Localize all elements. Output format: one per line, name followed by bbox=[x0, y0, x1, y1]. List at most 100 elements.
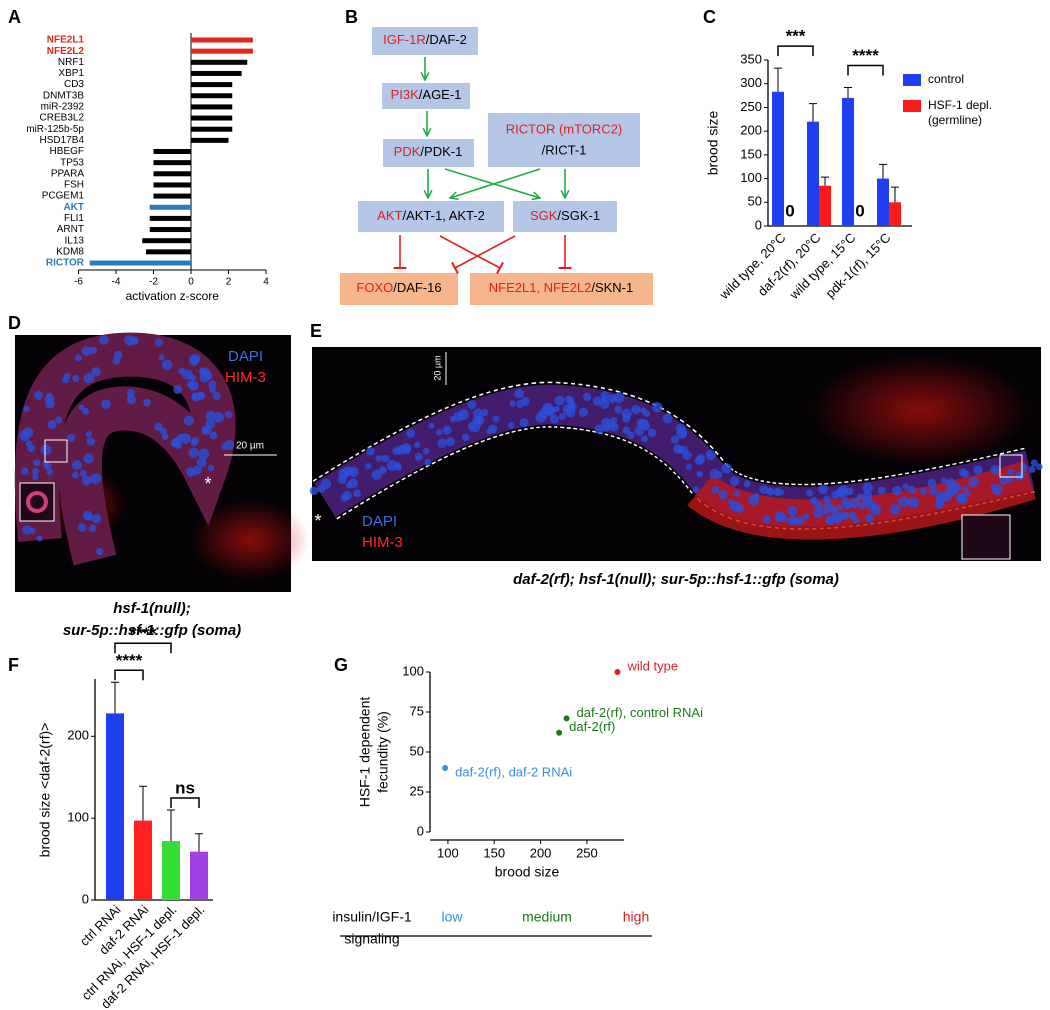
node-highlight: NFE2L1, NFE2L2 bbox=[489, 280, 592, 295]
y-tick-label: 50 bbox=[748, 194, 762, 209]
node bbox=[383, 139, 474, 167]
nucleus bbox=[40, 444, 52, 456]
bar bbox=[877, 178, 889, 226]
panel-label: F bbox=[8, 655, 19, 675]
nucleus bbox=[96, 548, 104, 556]
marker: * bbox=[314, 511, 321, 531]
node-rest: /PDK-1 bbox=[420, 144, 462, 159]
nucleus bbox=[600, 391, 610, 400]
node-label: FOXO/DAF-16 bbox=[356, 280, 441, 295]
nucleus bbox=[82, 407, 90, 415]
nucleus bbox=[34, 390, 44, 400]
nucleus bbox=[507, 422, 515, 429]
nucleus bbox=[309, 486, 319, 496]
bar bbox=[153, 171, 191, 177]
bar bbox=[162, 841, 180, 900]
y-tick-label: 100 bbox=[67, 810, 89, 825]
significance-bracket bbox=[777, 45, 814, 57]
nucleus bbox=[964, 490, 971, 497]
nucleus bbox=[714, 470, 723, 479]
nucleus bbox=[866, 499, 878, 511]
nucleus bbox=[821, 507, 830, 515]
nucleus bbox=[71, 471, 80, 479]
nucleus bbox=[759, 485, 769, 495]
inset-nucleus bbox=[26, 491, 48, 513]
nucleus bbox=[845, 487, 854, 496]
nucleus bbox=[205, 418, 216, 429]
error-bar bbox=[111, 681, 119, 714]
nucleus bbox=[968, 476, 980, 488]
value-label: 0 bbox=[855, 201, 864, 220]
nucleus bbox=[733, 490, 741, 497]
x-axis-label: activation z-score bbox=[126, 289, 220, 303]
node bbox=[488, 113, 640, 167]
nucleus bbox=[680, 430, 688, 438]
x-tick-label: 200 bbox=[530, 845, 552, 860]
bar bbox=[134, 820, 152, 900]
nucleus bbox=[787, 505, 798, 516]
node-highlight: IGF-1R bbox=[383, 32, 426, 47]
nucleus bbox=[402, 445, 412, 455]
nucleus bbox=[833, 514, 843, 524]
nucleus bbox=[442, 425, 452, 435]
nucleus bbox=[928, 486, 938, 496]
bar bbox=[149, 204, 191, 210]
nucleus bbox=[673, 444, 683, 454]
nucleus bbox=[647, 428, 657, 438]
bar bbox=[191, 93, 233, 99]
error-bar bbox=[139, 785, 147, 821]
nucleus bbox=[889, 503, 901, 515]
node-label: SGK/SGK-1 bbox=[530, 208, 600, 223]
nucleus bbox=[86, 437, 96, 446]
node bbox=[470, 273, 653, 305]
nucleus bbox=[902, 483, 909, 490]
node-rest: /DAF-2 bbox=[426, 32, 467, 47]
bar bbox=[191, 137, 229, 143]
nucleus bbox=[613, 392, 625, 403]
bar bbox=[191, 70, 242, 76]
nucleus bbox=[467, 400, 477, 410]
caption: hsf-1(null); bbox=[113, 600, 190, 617]
nucleus bbox=[154, 338, 163, 347]
nucleus bbox=[381, 454, 390, 463]
nucleus bbox=[378, 466, 387, 474]
nucleus bbox=[424, 458, 432, 466]
nucleus bbox=[898, 496, 910, 508]
bar bbox=[153, 193, 191, 199]
nucleus bbox=[603, 424, 611, 432]
nucleus bbox=[558, 413, 566, 420]
y-tick-label: 100 bbox=[740, 170, 762, 185]
nucleus bbox=[213, 412, 224, 423]
nucleus bbox=[516, 400, 525, 408]
y-axis-label: HSF-1 dependent bbox=[357, 697, 373, 808]
nuclei bbox=[309, 388, 1043, 526]
scale-bar-label: 20 µm bbox=[236, 441, 264, 452]
nucleus bbox=[99, 335, 109, 345]
nucleus bbox=[1015, 470, 1026, 480]
nucleus bbox=[74, 354, 82, 362]
scale-level: medium bbox=[522, 909, 572, 925]
bar bbox=[819, 185, 831, 226]
y-tick-label: 300 bbox=[740, 75, 762, 90]
nucleus bbox=[414, 452, 423, 461]
nucleus bbox=[317, 484, 326, 493]
channel-label: DAPI bbox=[362, 513, 397, 530]
nucleus bbox=[549, 414, 560, 424]
point-label: wild type bbox=[627, 658, 679, 673]
category-label: HBEGF bbox=[50, 146, 84, 157]
nucleus bbox=[365, 462, 372, 470]
nucleus bbox=[991, 484, 1003, 496]
bar bbox=[142, 238, 191, 244]
nucleus bbox=[643, 410, 651, 418]
nucleus bbox=[337, 474, 347, 485]
category-label: FLI1 bbox=[64, 213, 84, 224]
nucleus bbox=[692, 486, 700, 493]
nucleus bbox=[154, 422, 163, 431]
nucleus bbox=[962, 486, 969, 493]
nucleus bbox=[907, 485, 917, 495]
nucleus bbox=[32, 468, 40, 475]
y-tick-label: 200 bbox=[67, 728, 89, 743]
nucleus bbox=[553, 406, 560, 413]
nucleus bbox=[836, 504, 844, 511]
